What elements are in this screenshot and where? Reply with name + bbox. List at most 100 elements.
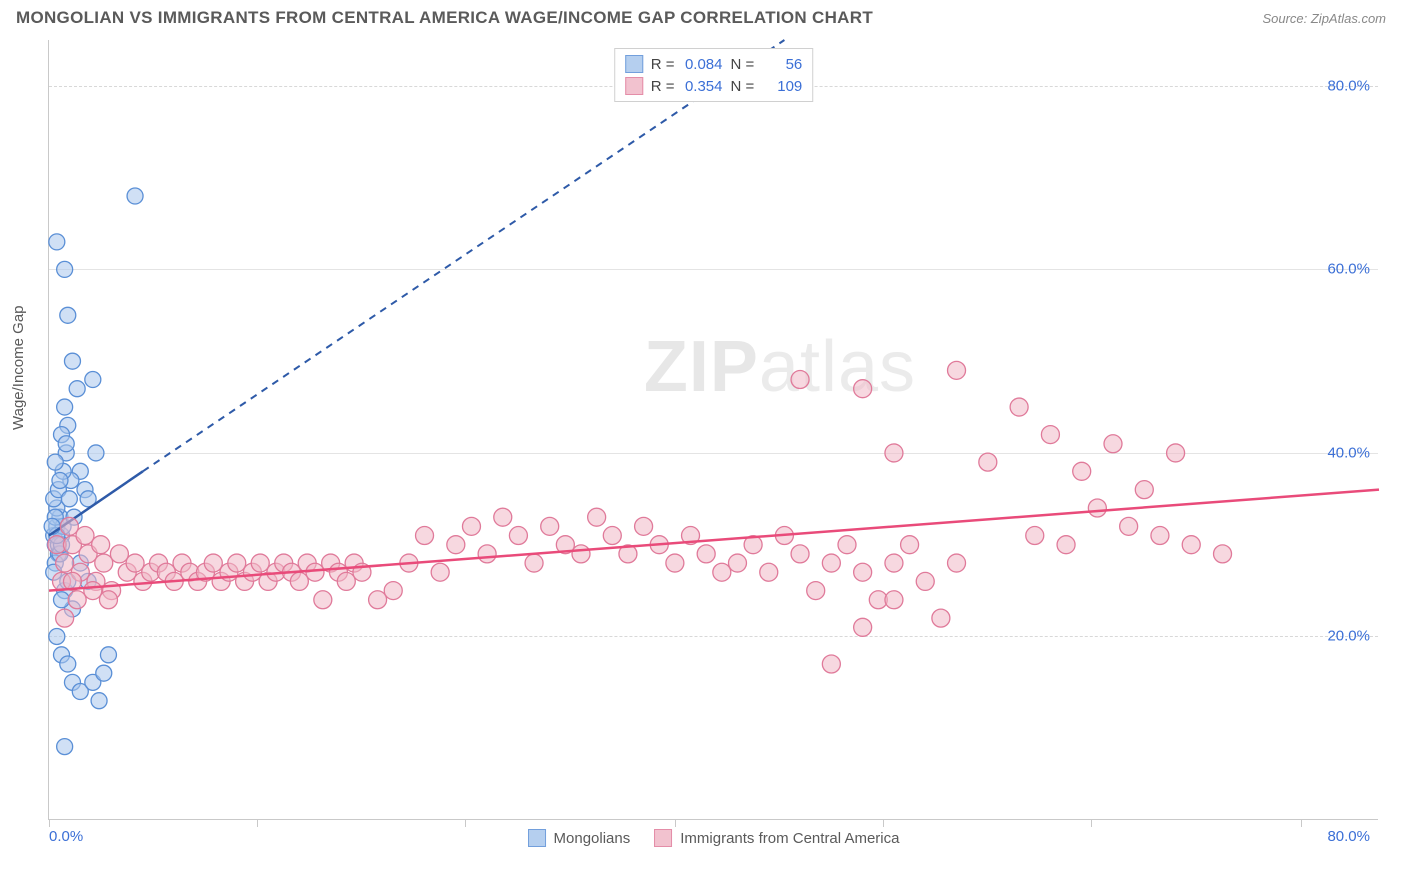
- data-point: [52, 472, 68, 488]
- data-point: [948, 554, 966, 572]
- data-point: [713, 563, 731, 581]
- x-tick: [883, 819, 884, 827]
- data-point: [697, 545, 715, 563]
- data-point: [96, 665, 112, 681]
- legend-swatch: [625, 55, 643, 73]
- data-point: [95, 554, 113, 572]
- x-axis-max-label: 80.0%: [1327, 828, 1370, 845]
- data-point: [290, 572, 308, 590]
- data-point: [932, 609, 950, 627]
- data-point: [60, 307, 76, 323]
- legend-swatch: [528, 829, 546, 847]
- r-value: 0.084: [679, 56, 723, 73]
- data-point: [56, 554, 74, 572]
- data-point: [885, 591, 903, 609]
- x-tick: [49, 819, 50, 827]
- x-tick: [1091, 819, 1092, 827]
- x-tick: [465, 819, 466, 827]
- data-point: [791, 371, 809, 389]
- r-value: 0.354: [679, 78, 723, 95]
- data-point: [635, 517, 653, 535]
- legend-item: Mongolians: [528, 829, 631, 847]
- data-point: [1073, 462, 1091, 480]
- data-point: [588, 508, 606, 526]
- series-legend: Mongolians Immigrants from Central Americ…: [528, 829, 900, 847]
- n-value: 109: [758, 78, 802, 95]
- data-point: [885, 554, 903, 572]
- data-point: [88, 445, 104, 461]
- data-point: [99, 591, 117, 609]
- data-point: [822, 655, 840, 673]
- data-point: [126, 554, 144, 572]
- data-point: [47, 454, 63, 470]
- data-point: [807, 582, 825, 600]
- data-point: [603, 527, 621, 545]
- data-point: [92, 536, 110, 554]
- data-point: [760, 563, 778, 581]
- x-tick: [257, 819, 258, 827]
- data-point: [854, 380, 872, 398]
- data-point: [1057, 536, 1075, 554]
- scatter-plot-svg: [49, 40, 1378, 819]
- data-point: [49, 234, 65, 250]
- data-point: [60, 656, 76, 672]
- data-point: [1182, 536, 1200, 554]
- data-point: [58, 436, 74, 452]
- data-point: [306, 563, 324, 581]
- legend-label: Immigrants from Central America: [680, 830, 899, 847]
- data-point: [384, 582, 402, 600]
- data-point: [1120, 517, 1138, 535]
- data-point: [948, 361, 966, 379]
- data-point: [69, 381, 85, 397]
- data-point: [54, 592, 70, 608]
- data-point: [901, 536, 919, 554]
- data-point: [854, 563, 872, 581]
- data-point: [885, 444, 903, 462]
- data-point: [91, 693, 107, 709]
- data-point: [251, 554, 269, 572]
- data-point: [1088, 499, 1106, 517]
- data-point: [728, 554, 746, 572]
- legend-swatch: [654, 829, 672, 847]
- data-point: [1214, 545, 1232, 563]
- legend-label: Mongolians: [554, 830, 631, 847]
- data-point: [204, 554, 222, 572]
- data-point: [854, 618, 872, 636]
- data-point: [57, 261, 73, 277]
- data-point: [228, 554, 246, 572]
- data-point: [49, 628, 65, 644]
- data-point: [916, 572, 934, 590]
- data-point: [791, 545, 809, 563]
- data-point: [416, 527, 434, 545]
- data-point: [85, 372, 101, 388]
- data-point: [127, 188, 143, 204]
- data-point: [84, 582, 102, 600]
- data-point: [431, 563, 449, 581]
- legend-item: Immigrants from Central America: [654, 829, 899, 847]
- data-point: [60, 517, 78, 535]
- data-point: [110, 545, 128, 563]
- data-point: [572, 545, 590, 563]
- data-point: [541, 517, 559, 535]
- data-point: [447, 536, 465, 554]
- data-point: [478, 545, 496, 563]
- data-point: [57, 739, 73, 755]
- chart-title: MONGOLIAN VS IMMIGRANTS FROM CENTRAL AME…: [16, 8, 873, 28]
- correlation-legend-row: R =0.084N =56: [625, 53, 803, 75]
- data-point: [56, 609, 74, 627]
- data-point: [369, 591, 387, 609]
- data-point: [61, 491, 77, 507]
- data-point: [525, 554, 543, 572]
- data-point: [1010, 398, 1028, 416]
- correlation-legend: R =0.084N =56R =0.354N =109: [614, 48, 814, 102]
- data-point: [509, 527, 527, 545]
- source-attribution: Source: ZipAtlas.com: [1262, 11, 1386, 26]
- data-point: [68, 591, 86, 609]
- legend-swatch: [625, 77, 643, 95]
- data-point: [57, 399, 73, 415]
- x-tick: [1301, 819, 1302, 827]
- data-point: [100, 647, 116, 663]
- data-point: [314, 591, 332, 609]
- data-point: [76, 527, 94, 545]
- n-value: 56: [758, 56, 802, 73]
